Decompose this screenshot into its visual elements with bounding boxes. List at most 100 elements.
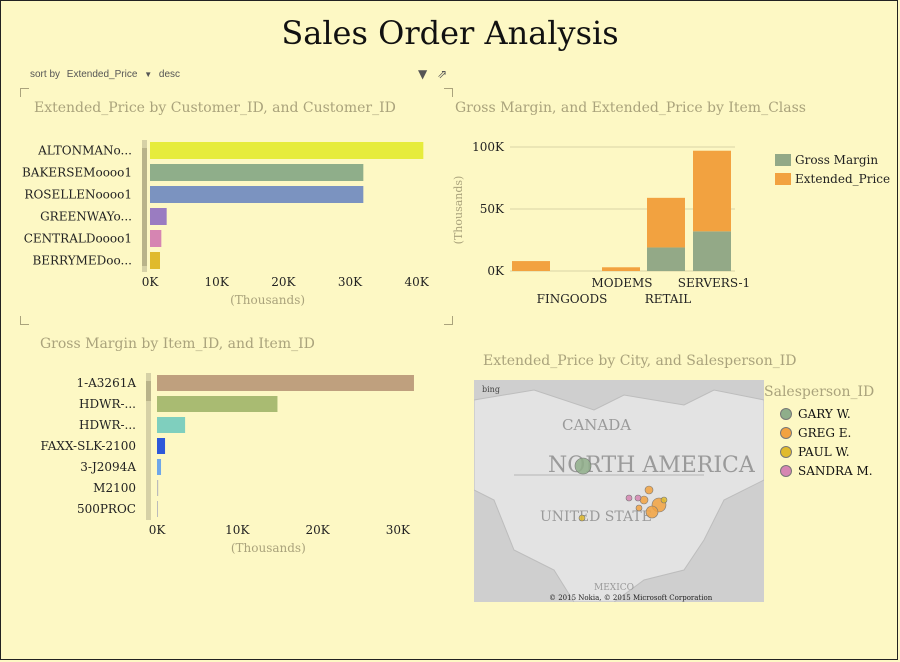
popout-icon[interactable]: ⇗: [437, 67, 448, 81]
map-point: [660, 496, 668, 504]
sort-field[interactable]: Extended_Price: [66, 69, 138, 80]
tick-label: MODEMS: [591, 276, 652, 290]
scrollbar-thumb: [142, 148, 147, 266]
map-legend-title: Salesperson_ID: [764, 384, 875, 400]
bar: [157, 459, 162, 475]
bar: [150, 142, 424, 159]
category-label: HDWR-...: [79, 397, 136, 411]
axis-label: (Thousands): [452, 176, 465, 245]
category-label: BAKERSEMoooo1: [22, 166, 132, 180]
bar: [157, 480, 159, 496]
bar: [150, 208, 167, 225]
sort-bar[interactable]: sort by Extended_Price ▼ desc: [30, 69, 184, 80]
sales-map[interactable]: bing CANADA NORTH AMERICA UNITED STATE M…: [474, 380, 764, 602]
bar-extended-price: [693, 150, 731, 232]
category-label: M2100: [93, 481, 136, 495]
category-label: FAXX-SLK-2100: [40, 439, 136, 453]
map-point: [634, 494, 642, 502]
tick-label: 0K: [487, 264, 505, 278]
legend-dot-icon: [780, 427, 792, 439]
tick-label: RETAIL: [645, 292, 692, 306]
scrollbar-thumb: [146, 381, 151, 401]
axis-label: (Thousands): [230, 293, 305, 307]
tick-label: 0K: [142, 275, 160, 289]
chart1-title: Extended_Price by Customer_ID, and Custo…: [34, 100, 396, 116]
bar: [150, 252, 160, 269]
bing-logo: bing: [482, 385, 500, 394]
tick-label: 30K: [338, 275, 363, 289]
tick-label: FINGOODS: [537, 292, 608, 306]
category-label: HDWR-...: [79, 418, 136, 432]
category-label: ALTONMANo...: [37, 144, 132, 158]
tick-label: 10K: [205, 275, 230, 289]
bar-extended-price: [512, 261, 550, 271]
map-legend-item[interactable]: GARY W.: [780, 407, 851, 421]
legend-dot-icon: [780, 446, 792, 458]
bar: [157, 438, 166, 454]
map-points: [574, 457, 668, 522]
map-point: [635, 504, 643, 512]
bar-extended-price: [647, 197, 685, 248]
bar: [157, 501, 158, 517]
chart-toolbar: ▼ ⇗: [412, 67, 447, 81]
chart1-corner-bl: [20, 316, 29, 325]
legend-label: SANDRA M.: [798, 464, 873, 478]
category-label: GREENWAYo...: [40, 210, 132, 224]
category-label: CENTRALDoooo1: [24, 232, 132, 246]
item-margin-bar-chart: 1-A3261A HDWR-... HDWR-... FAXX-SLK-2100 3-J…: [40, 373, 414, 555]
sort-dropdown-icon[interactable]: ▼: [144, 70, 153, 79]
map-point: [644, 485, 654, 495]
legend-label: GARY W.: [798, 407, 851, 421]
legend-label: Extended_Price: [795, 172, 890, 186]
bar: [157, 396, 278, 412]
map-label-united-states: UNITED STATE: [540, 509, 652, 525]
legend-dot-icon: [780, 408, 792, 420]
chart2-title: Gross Margin, and Extended_Price by Item…: [455, 100, 806, 116]
category-label: ROSELLENoooo1: [24, 188, 132, 202]
bar: [150, 186, 364, 203]
chart1-corner-br: [444, 316, 453, 325]
tick-label: SERVERS-1: [678, 276, 750, 290]
tick-label: 50K: [480, 202, 505, 216]
bar: [157, 417, 186, 433]
map-label-canada: CANADA: [562, 416, 631, 434]
bar-gross-margin: [647, 247, 685, 271]
legend-label: PAUL W.: [798, 445, 850, 459]
map-land: [474, 389, 764, 602]
tick-label: 40K: [405, 275, 430, 289]
bar: [157, 375, 414, 391]
map-legend-item[interactable]: GREG E.: [780, 426, 851, 440]
item-class-stacked-bar-chart: 0K 50K 100K (Thousands) FINGOODS MODEMS RETAIL…: [452, 140, 890, 306]
map-label-mexico: MEXICO: [594, 583, 634, 593]
axis-label: (Thousands): [231, 541, 306, 555]
bar-extended-price: [602, 267, 640, 271]
map-legend-item[interactable]: SANDRA M.: [780, 464, 873, 478]
bar: [150, 230, 162, 247]
legend-label: GREG E.: [798, 426, 852, 440]
sort-order[interactable]: desc: [158, 69, 181, 80]
map-copyright: © 2015 Nokia, © 2015 Microsoft Corporati…: [549, 594, 713, 602]
category-label: 1-A3261A: [76, 376, 136, 390]
tick-label: 10K: [225, 523, 250, 537]
map-point: [625, 494, 633, 502]
filter-icon[interactable]: ▼: [418, 67, 428, 81]
bar-gross-margin: [693, 231, 731, 271]
sort-by-label: sort by: [30, 69, 61, 80]
chart1-corner-tl: [20, 88, 29, 97]
map-point: [645, 505, 659, 519]
legend-label: Gross Margin: [795, 153, 878, 167]
tick-label: 100K: [472, 140, 505, 154]
map-point: [574, 457, 592, 475]
tick-label: 20K: [271, 275, 296, 289]
customer-price-bar-chart: ALTONMANo... BAKERSEMoooo1 ROSELLENoooo1 GR…: [22, 140, 430, 307]
page-title: Sales Order Analysis: [281, 14, 619, 52]
bar: [150, 164, 364, 181]
legend-swatch: [775, 154, 791, 166]
category-label: 500PROC: [77, 502, 136, 516]
tick-label: 20K: [305, 523, 330, 537]
chart3-title: Gross Margin by Item_ID, and Item_ID: [40, 336, 315, 352]
map-legend-item[interactable]: PAUL W.: [780, 445, 850, 459]
category-label: BERRYMEDoo...: [32, 254, 132, 268]
legend-dot-icon: [780, 465, 792, 477]
